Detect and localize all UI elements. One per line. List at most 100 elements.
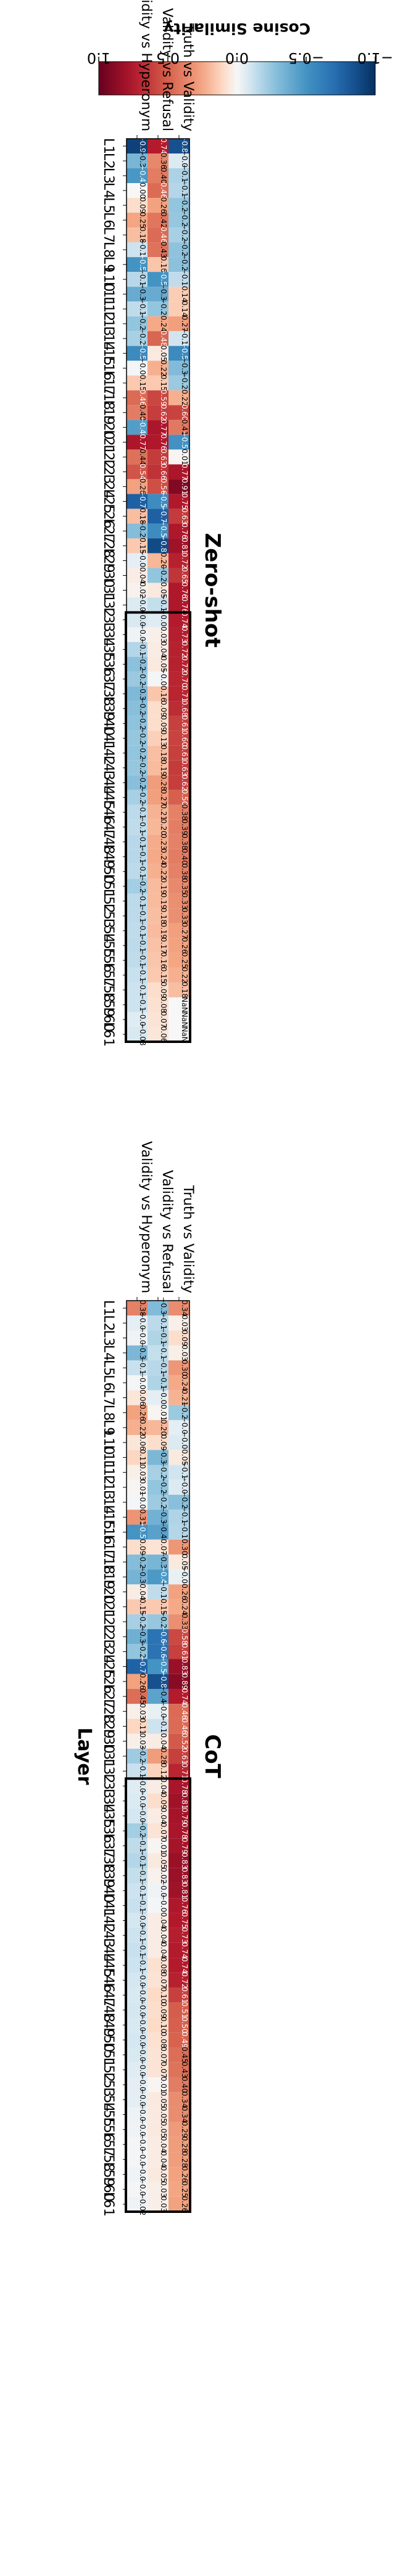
layer-tick-label: L2 [101, 1315, 116, 1331]
heatmap-cell [147, 1375, 168, 1391]
cell-value-label: −0.22 [138, 1745, 147, 1768]
heatmap-cell [147, 716, 168, 731]
layer-tick-label: L9 [101, 1420, 116, 1436]
heatmap-cell [168, 730, 189, 746]
heatmap-cell [168, 1599, 189, 1614]
layer-tick-label: L12 [101, 1460, 116, 1485]
heatmap-cell [168, 745, 189, 761]
heatmap-cell [127, 1465, 147, 1480]
cell-value-label: 0.25 [138, 212, 147, 229]
layer-tick-label: L30 [101, 563, 116, 587]
layer-tick-label: L23 [101, 459, 116, 484]
cell-value-label: 0.03 [159, 2181, 168, 2198]
layer-tick-label: L44 [101, 771, 116, 795]
heatmap-cell [168, 1704, 189, 1719]
heatmap-cell [127, 1958, 147, 1973]
cell-value-label: 0.20 [159, 819, 168, 835]
heatmap-cell [127, 1554, 147, 1570]
heatmap-cell [147, 1479, 168, 1495]
cell-value-label: −0.50 [138, 1521, 147, 1544]
heatmap-cell [147, 923, 168, 938]
cell-value-label: −0.06 [159, 608, 168, 631]
cell-value-label: 0.28 [180, 2136, 189, 2153]
heatmap-cell [147, 287, 168, 302]
heatmap-cell [127, 967, 147, 983]
cell-value-label: 0.07 [159, 1539, 168, 1555]
heatmap-cell [147, 1435, 168, 1450]
layer-tick-label: L19 [101, 1564, 116, 1589]
heatmap-cell [147, 2167, 168, 2182]
cell-value-label: −0.12 [138, 1939, 147, 1962]
heatmap-cell [168, 331, 189, 346]
cell-value-label: 0.06 [138, 1434, 147, 1451]
layer-tick-label: L42 [101, 1908, 116, 1932]
cell-value-label: −0.11 [159, 1715, 168, 1738]
heatmap-cell [127, 2152, 147, 2167]
heatmap-cell [127, 1524, 147, 1540]
cell-value-label: 0.72 [180, 656, 189, 673]
heatmap-cell [127, 227, 147, 243]
cell-value-label: 0.10 [159, 2017, 168, 2034]
heatmap-cell [168, 1390, 189, 1405]
heatmap-cell [168, 1883, 189, 1899]
heatmap-cell [127, 701, 147, 716]
cell-value-label: 0.33 [180, 893, 189, 909]
heatmap-cell [127, 716, 147, 731]
cell-value-label: −0.12 [138, 1894, 147, 1917]
layer-tick-label: L18 [101, 1550, 116, 1574]
heatmap-cell [127, 2002, 147, 2018]
heatmap-cell [147, 449, 168, 465]
cell-value-label: 0.43 [159, 242, 168, 258]
heatmap-cell [168, 1733, 189, 1749]
heatmap-cell [147, 642, 168, 657]
cell-value-label: 0.27 [180, 316, 189, 332]
heatmap-cell [168, 1898, 189, 1913]
layer-tick-label: L35 [101, 637, 116, 661]
layer-tick-label: L29 [101, 1714, 116, 1738]
heatmap-cell [168, 435, 189, 450]
cell-value-label: 0.09 [159, 1793, 168, 1809]
cell-value-label: 0.10 [159, 1987, 168, 2003]
cell-value-label: −0.07 [180, 150, 189, 173]
layer-tick-label: L51 [101, 874, 116, 899]
heatmap-cell [127, 1928, 147, 1943]
heatmap-zero-shot: −0.85−0.07−0.19−0.17−0.25−0.24−0.20−0.26… [101, 0, 225, 1047]
heatmap-cell [168, 701, 189, 716]
cell-value-label: −0.06 [138, 2058, 147, 2081]
heatmap-cell [168, 1958, 189, 1973]
cell-value-label: 0.00 [138, 182, 147, 199]
heatmap-cell [168, 523, 189, 539]
cell-value-label: 0.05 [159, 2166, 168, 2183]
cell-value-label: −0.14 [180, 268, 189, 291]
cell-value-label: −0.27 [180, 253, 189, 276]
cell-value-label: −0.36 [138, 1625, 147, 1648]
heatmap-cell [147, 1524, 168, 1540]
cell-value-label: 0.19 [159, 878, 168, 894]
cell-value-label: 0.54 [138, 464, 147, 480]
cell-value-label: −0.31 [138, 682, 147, 705]
cell-value-label: 0.33 [180, 1614, 189, 1630]
cell-value-label: −0.15 [159, 1312, 168, 1335]
heatmap-cell [127, 2092, 147, 2108]
layer-tick-label: L25 [101, 489, 116, 513]
layer-tick-label: L6 [101, 1375, 116, 1391]
heatmap-cell [168, 1973, 189, 1988]
layer-tick-label: L46 [101, 1968, 116, 1992]
heatmap-cell [147, 1539, 168, 1555]
heatmap-cell [147, 1688, 168, 1704]
cell-value-label: 0.45 [138, 1688, 147, 1705]
layer-tick-label: L4 [101, 1345, 116, 1361]
cell-value-label: −0.21 [138, 1820, 147, 1842]
heatmap-cell [147, 1778, 168, 1794]
cell-value-label: 0.04 [138, 1584, 147, 1600]
heatmap-cell [168, 1420, 189, 1436]
cell-value-label: −0.29 [138, 520, 147, 542]
heatmap-cell [147, 2062, 168, 2077]
x-axis-label: Layer [73, 1727, 95, 1785]
cell-value-label: 0.74 [180, 1688, 189, 1705]
row-label: Validity vs Hyperonym [138, 1141, 154, 1293]
heatmap-cell [147, 2136, 168, 2153]
heatmap-cell [168, 878, 189, 894]
layer-tick-label: L28 [101, 1699, 116, 1723]
cell-value-label: −0.17 [138, 1849, 147, 1872]
